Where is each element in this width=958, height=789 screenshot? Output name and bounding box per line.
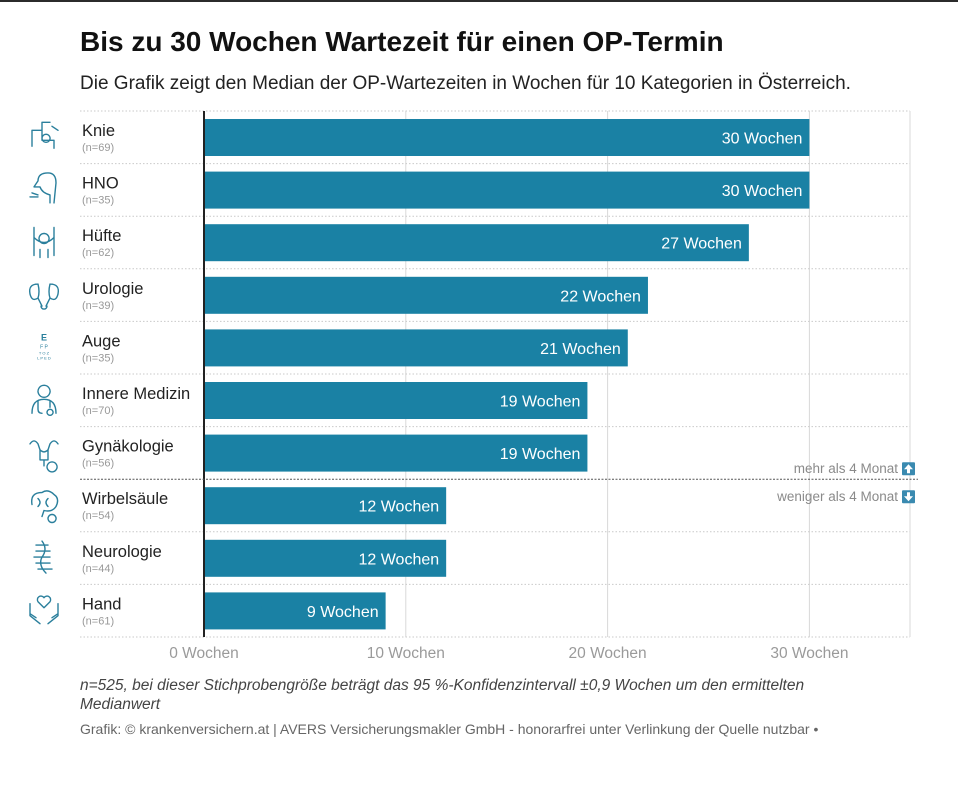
svg-text:F P: F P xyxy=(40,345,48,351)
ent-icon xyxy=(29,172,57,204)
x-tick-label: 10 Wochen xyxy=(367,645,445,660)
value-label: 12 Wochen xyxy=(359,499,440,516)
sample-size-label: (n=35) xyxy=(82,195,114,207)
bar xyxy=(204,434,588,472)
sample-size-label: (n=56) xyxy=(82,458,114,470)
value-label: 27 Wochen xyxy=(661,236,742,253)
x-tick-label: 0 Wochen xyxy=(169,645,239,660)
svg-text:E: E xyxy=(41,333,47,343)
x-tick-label: 30 Wochen xyxy=(770,645,848,660)
brain-icon xyxy=(31,490,59,524)
category-label: Knie xyxy=(82,122,115,140)
category-label: Neurologie xyxy=(82,543,162,561)
bar xyxy=(204,276,648,314)
knee-icon xyxy=(31,121,59,150)
eye-chart-icon: E F PT O ZL P E D xyxy=(37,333,51,361)
category-label: Urologie xyxy=(82,280,143,298)
sample-size-label: (n=70) xyxy=(82,405,114,417)
footnote: n=525, bei dieser Stichprobengröße beträ… xyxy=(80,677,805,713)
bar xyxy=(204,487,447,525)
svg-text:L P E D: L P E D xyxy=(37,356,51,361)
hand-heart-icon xyxy=(29,595,59,625)
sample-size-label: (n=62) xyxy=(82,247,114,259)
chart-title: Bis zu 30 Wochen Wartezeit für einen OP-… xyxy=(80,26,724,57)
category-label: Hand xyxy=(82,595,121,613)
chart-subtitle: Die Grafik zeigt den Median der OP-Warte… xyxy=(80,73,851,94)
category-label: Wirbelsäule xyxy=(82,490,168,508)
stethoscope-icon xyxy=(31,384,57,416)
value-label: 30 Wochen xyxy=(722,131,803,148)
category-label: Hüfte xyxy=(82,227,121,245)
value-label: 30 Wochen xyxy=(722,183,803,200)
category-label: Innere Medizin xyxy=(82,385,190,403)
bar xyxy=(204,382,588,419)
category-label: HNO xyxy=(82,175,119,193)
bar-chart: Knie (n=69) 30 Wochen HNO (n=35) 30 Wochen Hüf… xyxy=(28,110,918,660)
bar xyxy=(204,539,447,577)
sample-size-label: (n=69) xyxy=(82,142,114,154)
bar xyxy=(204,592,386,630)
value-label: 21 Wochen xyxy=(540,341,621,358)
credit-line: Grafik: © krankenversichern.at | AVERS V… xyxy=(80,721,819,737)
sample-size-label: (n=61) xyxy=(82,615,114,627)
uterus-icon xyxy=(29,440,59,473)
value-label: 22 Wochen xyxy=(560,288,641,305)
svg-text:T O Z: T O Z xyxy=(39,351,50,356)
arrow-down-glyph xyxy=(904,492,913,502)
sample-size-label: (n=39) xyxy=(82,300,114,312)
arrow-up-glyph xyxy=(904,464,913,474)
value-label: 12 Wochen xyxy=(359,551,440,568)
value-label: 19 Wochen xyxy=(500,446,581,463)
bar xyxy=(204,119,810,156)
x-tick-label: 20 Wochen xyxy=(569,645,647,660)
sample-size-label: (n=35) xyxy=(82,352,114,364)
top-rule xyxy=(0,0,958,2)
spine-icon xyxy=(33,540,53,574)
bar xyxy=(204,171,810,209)
kidney-icon xyxy=(28,283,60,310)
category-label: Gynäkologie xyxy=(82,438,174,456)
value-label: 19 Wochen xyxy=(500,394,581,411)
sample-size-label: (n=44) xyxy=(82,563,114,575)
category-label: Auge xyxy=(82,332,121,350)
bar xyxy=(204,329,628,367)
value-label: 9 Wochen xyxy=(307,604,379,621)
sample-size-label: (n=54) xyxy=(82,510,114,522)
threshold-below-label: weniger als 4 Monat xyxy=(776,489,898,504)
hip-icon xyxy=(33,226,55,259)
threshold-above-label: mehr als 4 Monat xyxy=(794,461,899,476)
bar xyxy=(204,224,749,262)
